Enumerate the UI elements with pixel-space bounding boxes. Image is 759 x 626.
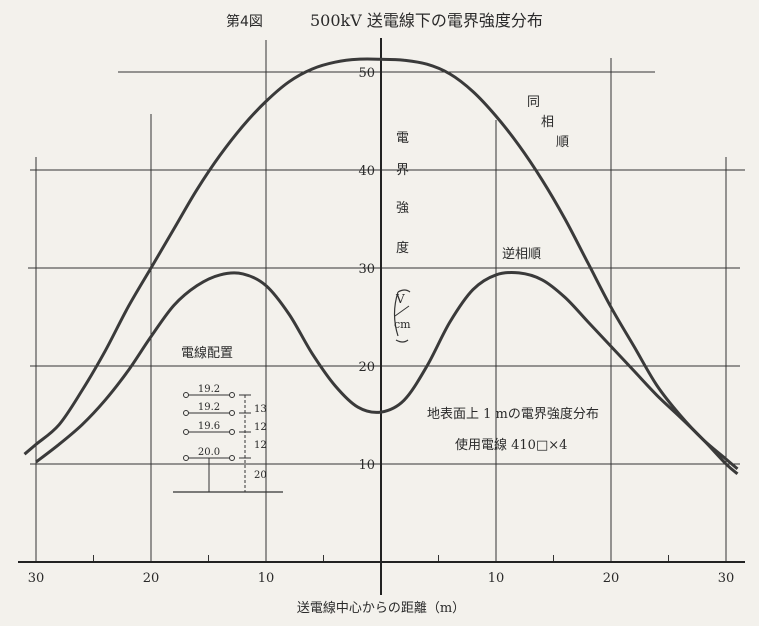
y-axis-label: 電界強度 Vcm xyxy=(393,131,411,343)
y-unit-denominator: cm xyxy=(394,318,411,331)
inset-span-label: 19.2 xyxy=(198,402,220,413)
x-tick-label: 10 xyxy=(488,571,505,586)
inset-gap-label: 12 xyxy=(254,422,267,433)
series-label-in-phase-char: 同 xyxy=(527,95,540,110)
y-tick-label: 30 xyxy=(358,262,375,277)
inset-conductor xyxy=(183,392,189,398)
inset-span-label: 19.2 xyxy=(198,384,220,395)
inset-conductor xyxy=(229,429,235,435)
axes xyxy=(18,38,745,595)
y-axis-label-char: 強 xyxy=(396,201,409,216)
y-tick-label: 20 xyxy=(358,360,375,375)
figure-label: 第4図 xyxy=(226,13,263,30)
inset-conductor xyxy=(183,455,189,461)
series-line-in-phase xyxy=(23,57,739,471)
y-unit-numerator: V xyxy=(395,292,405,306)
y-tick-label: 10 xyxy=(358,458,375,473)
grid xyxy=(28,40,745,562)
y-tick-label: 40 xyxy=(358,164,375,179)
y-tick-label: 50 xyxy=(358,66,375,81)
annotation-note-2: 使用電線 410□×4 xyxy=(455,437,567,453)
inset-conductor xyxy=(229,392,235,398)
series-label-in-phase-char: 順 xyxy=(556,135,569,150)
inset-conductor xyxy=(229,455,235,461)
series-label-in-phase-char: 相 xyxy=(541,115,554,130)
inset-gap-label: 20 xyxy=(254,470,267,481)
inset-conductor xyxy=(229,410,235,416)
annotation-note-1: 地表面上 1 mの電界強度分布 xyxy=(427,406,599,422)
inset-gap-label: 12 xyxy=(254,440,267,451)
inset-span-label: 19.6 xyxy=(198,421,220,432)
inset-conductor xyxy=(183,429,189,435)
wire-arrangement-inset: 電線配置 19.2 19.2 19.6 20.0 13 12 12 20 xyxy=(173,345,283,493)
x-tick-label: 20 xyxy=(143,571,160,586)
y-unit-bracket-bottom xyxy=(395,339,409,343)
tick-labels: 30 20 10 10 20 30 10 20 30 40 50 xyxy=(28,66,735,586)
inset-conductor xyxy=(183,410,189,416)
inset-span-label: 20.0 xyxy=(198,447,220,458)
x-axis-label: 送電線中心からの距離（m） xyxy=(297,600,465,616)
y-unit-slash xyxy=(394,305,410,317)
x-tick-label: 10 xyxy=(258,571,275,586)
y-axis-label-char: 界 xyxy=(396,163,409,178)
y-unit-bracket-top xyxy=(397,289,411,293)
x-tick-label: 20 xyxy=(603,571,620,586)
y-axis-label-char: 電 xyxy=(396,131,409,146)
inset-gap-label: 13 xyxy=(254,404,267,415)
y-unit-bracket-left xyxy=(393,291,399,337)
inset-title: 電線配置 xyxy=(181,345,233,361)
series-label-reverse-phase: 逆相順 xyxy=(502,246,541,262)
y-axis-label-char: 度 xyxy=(396,240,409,256)
x-tick-label: 30 xyxy=(718,571,735,586)
chart-title: 500kV 送電線下の電界強度分布 xyxy=(310,11,543,30)
x-tick-label: 30 xyxy=(28,571,45,586)
series-line-reverse-phase xyxy=(35,270,739,475)
series-lines xyxy=(23,57,739,475)
